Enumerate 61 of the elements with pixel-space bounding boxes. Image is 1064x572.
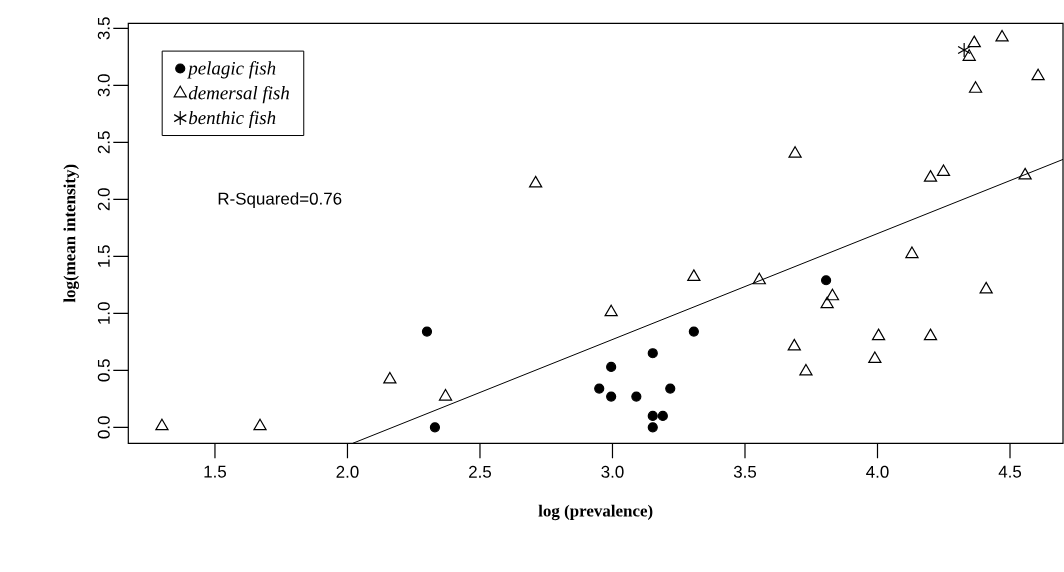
point — [438, 388, 453, 401]
point — [962, 49, 976, 61]
y-tick-label: 1.5 — [97, 245, 110, 267]
y-axis-title: log(mean intensity) — [63, 164, 79, 303]
point — [871, 328, 886, 341]
point — [979, 281, 993, 294]
y-tick-label: 0.0 — [97, 416, 110, 439]
x-tick-label: 3.5 — [733, 465, 757, 478]
point — [995, 29, 1009, 42]
x-tick-label: 4.5 — [998, 465, 1022, 478]
point — [606, 361, 617, 373]
point — [253, 418, 267, 431]
point — [820, 275, 832, 286]
point — [905, 246, 919, 259]
point — [604, 304, 618, 317]
point — [688, 326, 699, 337]
point — [788, 146, 802, 158]
x-tick-label: 3.0 — [601, 465, 624, 478]
point — [787, 338, 801, 351]
point — [968, 81, 983, 93]
point — [752, 272, 766, 285]
point — [825, 288, 840, 301]
point — [957, 42, 971, 58]
point — [383, 371, 397, 384]
point — [606, 391, 617, 402]
annotation: R-Squared=0.76 — [218, 192, 342, 209]
point — [687, 269, 701, 281]
point — [1018, 167, 1032, 180]
point — [647, 422, 658, 433]
y-tick-label: 1.0 — [97, 302, 110, 324]
point — [936, 164, 951, 177]
y-tick-label: 2.0 — [97, 188, 110, 211]
point — [923, 328, 938, 341]
y-tick-label: 2.5 — [97, 131, 110, 154]
legend-label: demersal fish — [188, 85, 289, 104]
point — [967, 35, 981, 48]
point — [665, 383, 676, 394]
x-tick-label: 4.0 — [866, 465, 889, 478]
point — [647, 410, 658, 422]
point — [528, 175, 543, 188]
y-tick-label: 0.5 — [97, 359, 110, 382]
point — [421, 326, 433, 337]
point — [868, 351, 882, 364]
x-axis-title: log (prevalence) — [538, 504, 653, 521]
point — [657, 410, 668, 422]
point — [429, 422, 441, 433]
point — [923, 170, 938, 182]
x-tick-label: 2.5 — [469, 465, 492, 478]
point — [1031, 68, 1045, 81]
x-tick-label: 2.0 — [336, 465, 359, 478]
y-tick-label: 3.5 — [97, 17, 110, 40]
point — [799, 363, 813, 376]
legend-label: pelagic fish — [187, 61, 276, 79]
point — [155, 418, 169, 431]
point — [594, 383, 605, 394]
y-tick-label: 3.0 — [97, 74, 110, 97]
point — [631, 391, 642, 402]
point — [647, 348, 658, 359]
x-tick-label: 1.5 — [204, 465, 227, 478]
legend-label: benthic fish — [189, 110, 276, 129]
point — [820, 296, 834, 309]
